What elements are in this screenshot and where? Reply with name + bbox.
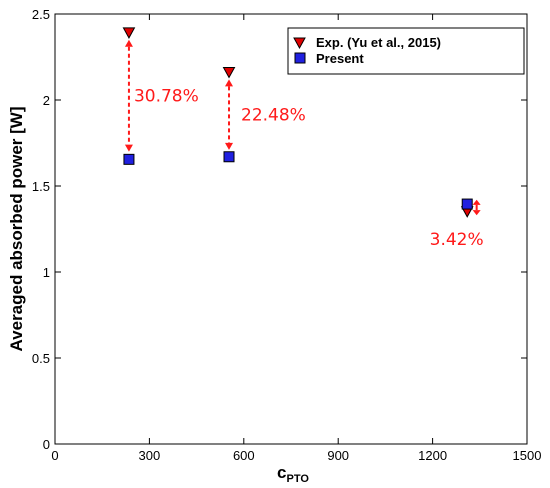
y-tick-label: 2	[43, 93, 50, 108]
annotation-arrowhead-up	[225, 79, 234, 87]
annotations: 30.78% 22.48% 3.42%	[124, 39, 484, 250]
plot-frame	[54, 13, 528, 445]
present-point	[223, 151, 235, 163]
x-tick-label: 300	[139, 448, 161, 463]
exp-point	[122, 27, 136, 39]
annotation-arrowhead-up	[124, 39, 133, 47]
x-tick-label: 900	[327, 448, 349, 463]
annotation-label: 30.78%	[134, 87, 199, 107]
axis-ticks: 0 300 600 900 1200 1500 0 0.5 1 1.5 2 2.5	[32, 7, 542, 463]
x-tick-label: 600	[233, 448, 255, 463]
annotation-arrowhead-down	[472, 210, 481, 216]
data-points	[122, 27, 474, 218]
x-tick-label: 0	[51, 448, 58, 463]
annotation-arrowhead-up	[472, 199, 481, 205]
x-axis-title: cPTO	[277, 463, 309, 485]
y-tick-label: 0.5	[32, 351, 50, 366]
y-tick-label: 1.5	[32, 179, 50, 194]
legend: Exp. (Yu et al., 2015) Present	[287, 27, 525, 75]
y-axis-title: Averaged absorbed power [W]	[7, 107, 26, 352]
x-axis-title-sub: PTO	[287, 473, 310, 485]
annotation-arrowhead-down	[225, 142, 234, 150]
legend-marker-exp	[293, 37, 306, 50]
x-axis-title-main: c	[277, 463, 286, 482]
annotation-label: 22.48%	[241, 106, 306, 126]
exp-point	[222, 66, 236, 79]
legend-box	[287, 27, 525, 75]
present-point	[123, 153, 135, 165]
y-tick-label: 1	[43, 265, 50, 280]
annotation-arrowhead-down	[124, 144, 133, 152]
annotation-label: 3.42%	[430, 230, 484, 250]
legend-label-exp: Exp. (Yu et al., 2015)	[316, 35, 441, 50]
present-point	[461, 198, 473, 210]
x-tick-label: 1500	[513, 448, 542, 463]
legend-label-present: Present	[316, 51, 364, 66]
y-tick-label: 2.5	[32, 7, 50, 22]
legend-marker-present	[294, 52, 306, 64]
x-tick-label: 1200	[418, 448, 447, 463]
y-tick-label: 0	[43, 437, 50, 452]
